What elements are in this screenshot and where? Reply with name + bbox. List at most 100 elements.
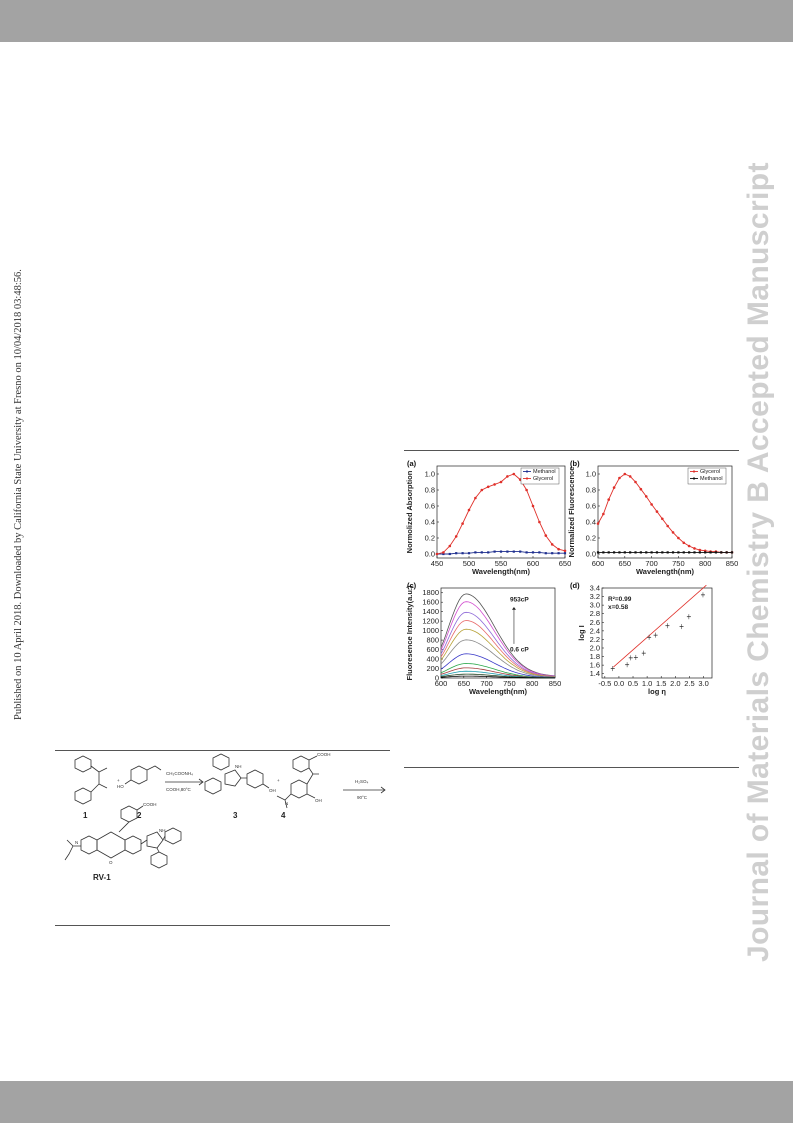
x-tick-label: 650	[458, 679, 471, 688]
y-tick-label: 600	[426, 645, 439, 654]
y-tick-label: 1.0	[586, 470, 596, 479]
label-compound-4: 4	[281, 811, 286, 820]
spectrum-curve	[440, 628, 556, 678]
x-tick-label: 0.0	[614, 679, 624, 688]
y-tick-label: 1.6	[590, 661, 600, 670]
data-point	[607, 551, 610, 554]
y-tick-label: 200	[426, 664, 439, 673]
compound-4-bonds	[276, 755, 319, 809]
data-point	[709, 551, 712, 554]
reagent-2-bottom: 90°C	[357, 795, 368, 800]
y-tick-label: 0.2	[586, 534, 596, 543]
y-tick-label: 0.6	[425, 502, 435, 511]
x-tick-label: 850	[726, 559, 739, 568]
rv1-xanthene-left	[80, 835, 98, 855]
spectrum-curve	[440, 593, 556, 677]
x-tick-label: 600	[435, 679, 448, 688]
panel-label: (c)	[407, 581, 417, 590]
x-tick-label: 500	[463, 559, 476, 568]
data-point	[618, 476, 621, 480]
y-tick-label: 0.0	[586, 550, 596, 559]
data-point	[512, 472, 516, 476]
reagent-2-top: H₂SO₄	[355, 779, 368, 784]
y-tick-label: 1200	[422, 617, 439, 626]
data-point	[693, 547, 696, 550]
rv1-phenyl-a	[164, 827, 182, 845]
data-point	[442, 551, 445, 554]
data-point	[639, 551, 642, 554]
data-point	[596, 551, 600, 554]
data-point	[666, 551, 669, 554]
data-point	[461, 552, 464, 555]
data-point	[442, 552, 445, 556]
data-point	[544, 552, 547, 555]
y-tick-label: 0.8	[425, 486, 435, 495]
data-point	[655, 551, 659, 554]
data-point	[557, 547, 560, 551]
legend-marker	[692, 470, 696, 473]
data-point	[563, 549, 567, 553]
y-tick-label: 0.2	[425, 534, 435, 543]
data-point	[454, 535, 458, 538]
data-point	[499, 480, 503, 484]
compound-4-ring-a	[292, 755, 310, 773]
panel-label: (d)	[570, 581, 580, 590]
group-oh-4: OH	[315, 798, 322, 803]
y-tick-label: 800	[426, 636, 439, 645]
compound-1-bonds	[90, 765, 108, 793]
data-point	[714, 551, 718, 554]
data-point	[538, 520, 541, 524]
y-tick-label: 1400	[422, 607, 439, 616]
reaction-arrow-1	[165, 778, 204, 786]
compound-3-ring-c	[246, 769, 264, 789]
y-tick-label: 1600	[422, 598, 439, 607]
y-tick-label: 0.6	[586, 502, 596, 511]
x-tick-label: 3.0	[698, 679, 708, 688]
data-point	[687, 544, 691, 548]
group-n-4: N	[285, 801, 288, 806]
spectrum-curve	[440, 611, 556, 677]
legend-marker	[525, 477, 529, 480]
y-tick-label: 3.0	[590, 601, 600, 610]
data-point	[461, 522, 464, 525]
data-point	[531, 504, 535, 508]
data-point	[704, 551, 707, 554]
scheme-drawing: 1 2 3 4 RV-1 + + CH₃COONH₄ COOH,80°C H₂S…	[64, 752, 386, 882]
reagent-1-top: CH₃COONH₄	[166, 771, 193, 776]
x-tick-label: 750	[503, 679, 516, 688]
publication-note: Published on 10 April 2018. Downloaded b…	[13, 269, 24, 720]
annotation-exponent: x=0.58	[608, 604, 628, 611]
label-compound-1: 1	[83, 811, 88, 820]
data-point	[698, 551, 701, 554]
y-tick-label: 1000	[422, 626, 439, 635]
rv1-phenyl-b	[150, 851, 168, 869]
x-tick-label: 2.5	[684, 679, 694, 688]
data-point	[671, 551, 675, 554]
series-line	[436, 473, 566, 555]
plus-sign-1: +	[117, 778, 120, 783]
compound-3-bonds	[241, 777, 270, 789]
x-tick-label: 800	[699, 559, 712, 568]
figure-bottom-rule	[404, 767, 739, 768]
panel-d: -0.5 0.0 0.5 1.0 1.5 2.0 2.5 3.0 1.4 1.6 1.8 2.0 2.2…	[568, 580, 738, 700]
data-point	[725, 551, 728, 554]
data-point	[698, 548, 702, 552]
data-point	[525, 551, 528, 554]
panel-label: (b)	[570, 459, 580, 468]
x-tick-label: 650	[619, 559, 632, 568]
data-point	[596, 522, 600, 525]
series-line	[597, 473, 732, 553]
data-point	[623, 551, 626, 554]
compound-3-ring-a	[212, 753, 230, 771]
y-tick-label: 1.4	[590, 669, 600, 678]
data-point	[448, 544, 452, 548]
data-point	[499, 550, 503, 553]
data-point	[677, 551, 680, 554]
y-tick-label: 0.0	[425, 550, 435, 559]
y-tick-label: 1.8	[590, 652, 600, 661]
data-point	[493, 483, 496, 486]
compound-1-ring-bottom	[74, 787, 92, 805]
plot-frame	[597, 465, 733, 559]
y-axis-label: Fluoresence Intensity(a.u.)	[405, 585, 414, 681]
annotation-r2: R²=0.99	[608, 596, 632, 603]
